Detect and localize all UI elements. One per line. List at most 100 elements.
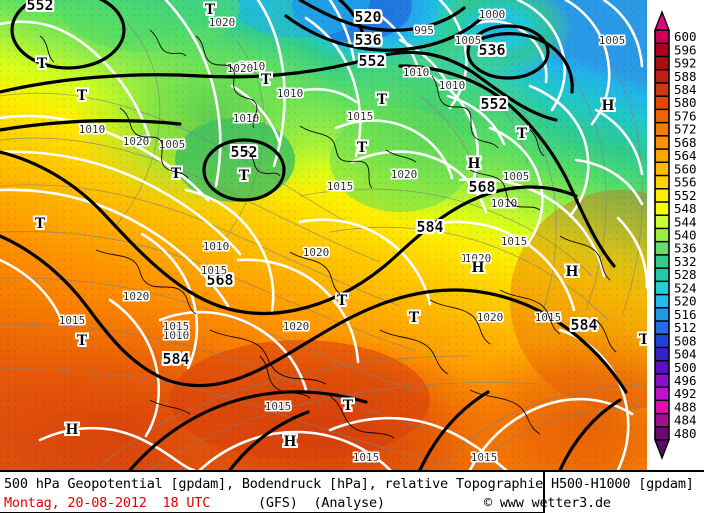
legend-swatch bbox=[655, 135, 669, 150]
legend-tick bbox=[655, 240, 669, 243]
caption-row-2: Montag, 20-08-2012 18 UTC (GFS) (Analyse… bbox=[0, 494, 704, 513]
high-pressure-marker: H bbox=[65, 422, 78, 438]
geopotential-label: 552 bbox=[358, 52, 385, 70]
high-pressure-marker: H bbox=[467, 156, 480, 172]
legend-swatch bbox=[655, 43, 669, 57]
legend-label: 508 bbox=[674, 333, 697, 348]
legend-label: 488 bbox=[674, 399, 697, 414]
pressure-label: 1015 bbox=[201, 264, 228, 277]
pressure-label: 1015 bbox=[353, 451, 380, 464]
pressure-label: 1015 bbox=[327, 180, 354, 193]
caption-title: 500 hPa Geopotential [gpdam], Bodendruck… bbox=[4, 476, 694, 492]
pressure-label: 1010 bbox=[347, 110, 374, 123]
pressure-label: 1010 bbox=[203, 240, 230, 253]
legend-tick bbox=[655, 108, 669, 111]
legend-label: 572 bbox=[674, 122, 697, 137]
legend-label: 552 bbox=[674, 188, 697, 203]
legend-label: 560 bbox=[674, 161, 697, 176]
chart-caption: 500 hPa Geopotential [gpdam], Bodendruck… bbox=[0, 470, 704, 513]
legend-label: 496 bbox=[674, 373, 697, 388]
legend-bar-edge bbox=[654, 30, 656, 440]
geopotential-contour-lines bbox=[0, 0, 628, 470]
legend-label: 536 bbox=[674, 241, 697, 256]
legend-tick bbox=[655, 254, 669, 256]
legend-label: 584 bbox=[674, 82, 697, 97]
low-pressure-marker: T bbox=[337, 293, 348, 309]
legend-swatch bbox=[655, 215, 669, 229]
geopotential-label: 520 bbox=[354, 8, 381, 26]
legend-label: 556 bbox=[674, 175, 697, 190]
pressure-label: 1010 bbox=[491, 197, 518, 210]
legend-swatch bbox=[655, 82, 669, 97]
relative-topography-contours bbox=[0, 23, 647, 470]
legend-label: 504 bbox=[674, 347, 697, 362]
legend-swatch bbox=[655, 254, 669, 269]
pressure-label: 1010 bbox=[163, 329, 190, 342]
pressure-label: 1010 bbox=[239, 60, 266, 73]
pressure-label: 1005 bbox=[455, 34, 482, 47]
legend-swatch bbox=[655, 241, 669, 256]
geopotential-label: 568 bbox=[468, 178, 495, 196]
pressure-label: 1005 bbox=[599, 34, 626, 47]
pressure-label: 1005 bbox=[503, 170, 530, 183]
legend-tick bbox=[655, 161, 669, 164]
weather-map[interactable]: 520 536 536 552 552 552 552 568 568 584 584 584 995… bbox=[0, 0, 647, 470]
legend-tick bbox=[655, 188, 669, 190]
legend-tick bbox=[655, 426, 669, 428]
pressure-label: 1015 bbox=[501, 235, 528, 248]
pressure-label: 1015 bbox=[347, 110, 374, 123]
legend-labels: 6005965925885845805765725685645605565525… bbox=[674, 29, 697, 441]
legend-label: 576 bbox=[674, 108, 697, 123]
legend-label: 568 bbox=[674, 135, 697, 150]
low-pressure-marker: T bbox=[77, 88, 88, 104]
legend-swatch bbox=[655, 334, 669, 348]
pressure-label: 1015 bbox=[265, 400, 292, 413]
legend-label: 600 bbox=[674, 29, 697, 44]
geopotential-label: 552 bbox=[480, 95, 507, 113]
pressure-label: 1020 bbox=[391, 168, 418, 181]
pressure-label: 1005 bbox=[159, 138, 186, 151]
legend-label: 528 bbox=[674, 267, 697, 282]
pressure-label: 1020 bbox=[209, 16, 236, 29]
geopotential-label: 568 bbox=[206, 271, 233, 289]
low-pressure-marker: T bbox=[639, 332, 647, 348]
high-pressure-marker: H bbox=[283, 434, 296, 450]
pressure-label: 1020 bbox=[123, 135, 150, 148]
legend-label: 540 bbox=[674, 228, 697, 243]
high-pressure-marker: H bbox=[601, 98, 614, 114]
legend-swatch bbox=[655, 307, 669, 322]
geopotential-label: 584 bbox=[416, 218, 443, 236]
legend-swatch bbox=[655, 281, 669, 295]
low-pressure-marker: T bbox=[37, 56, 48, 72]
high-pressure-marker: H bbox=[471, 260, 484, 276]
low-pressure-marker: T bbox=[409, 310, 420, 326]
legend-swatch bbox=[655, 228, 669, 243]
legend-tick bbox=[655, 55, 669, 58]
caption-divider bbox=[543, 472, 545, 513]
legend-swatch bbox=[655, 387, 669, 401]
geopotential-label: 536 bbox=[478, 41, 505, 59]
legend-tick bbox=[655, 227, 669, 230]
legend-canvas: 6005965925885845805765725685645605565525… bbox=[653, 10, 697, 460]
legend-label: 492 bbox=[674, 386, 697, 401]
low-pressure-marker: T bbox=[517, 126, 528, 142]
legend-swatch bbox=[655, 400, 669, 414]
legend-bar-edge bbox=[668, 30, 670, 440]
legend-label: 544 bbox=[674, 214, 697, 229]
pressure-label: 1020 bbox=[477, 311, 504, 324]
legend-tick bbox=[655, 174, 669, 177]
pressure-label: 1015 bbox=[471, 451, 498, 464]
caption-model: (GFS) (Analyse) bbox=[258, 495, 385, 511]
legend-swatch bbox=[655, 122, 669, 137]
pressure-label: 1010 bbox=[403, 66, 430, 79]
pressure-label: 1020 bbox=[123, 290, 150, 303]
legend-label: 512 bbox=[674, 320, 697, 335]
legend-label: 548 bbox=[674, 201, 697, 216]
caption-date: Montag, 20-08-2012 18 UTC bbox=[4, 495, 211, 511]
low-pressure-marker: T bbox=[261, 72, 272, 88]
legend-label: 580 bbox=[674, 95, 697, 110]
legend-swatch bbox=[655, 188, 669, 203]
pressure-label: 1010 bbox=[233, 112, 260, 125]
legend-tick bbox=[655, 399, 669, 402]
legend-label: 520 bbox=[674, 294, 697, 309]
